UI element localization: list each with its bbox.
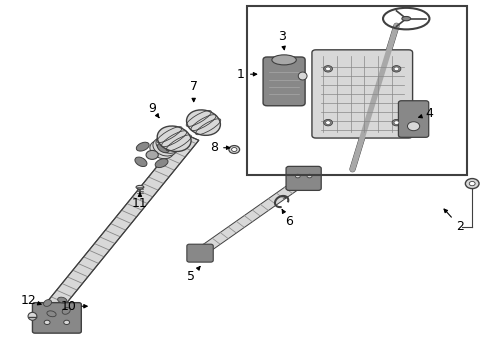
Ellipse shape [157, 126, 191, 152]
FancyBboxPatch shape [187, 244, 213, 262]
FancyBboxPatch shape [286, 166, 321, 190]
Ellipse shape [159, 132, 183, 150]
Ellipse shape [44, 300, 51, 306]
FancyBboxPatch shape [32, 303, 81, 333]
Ellipse shape [156, 135, 180, 153]
Ellipse shape [150, 140, 174, 159]
Ellipse shape [62, 307, 70, 314]
Ellipse shape [466, 179, 479, 189]
FancyBboxPatch shape [263, 57, 305, 106]
Ellipse shape [298, 72, 307, 80]
Text: 11: 11 [132, 193, 148, 210]
FancyBboxPatch shape [312, 50, 413, 138]
Text: 6: 6 [282, 210, 293, 228]
Bar [247, 6, 467, 175]
Ellipse shape [402, 17, 411, 21]
Ellipse shape [394, 67, 399, 71]
FancyBboxPatch shape [398, 101, 429, 137]
Ellipse shape [47, 311, 56, 317]
Ellipse shape [229, 145, 240, 153]
Ellipse shape [153, 138, 177, 156]
Ellipse shape [392, 66, 401, 72]
Ellipse shape [324, 66, 332, 72]
Ellipse shape [28, 312, 37, 320]
Ellipse shape [58, 297, 67, 303]
Text: 12: 12 [21, 294, 41, 307]
Text: 8: 8 [210, 141, 230, 154]
Polygon shape [192, 173, 313, 258]
Text: 5: 5 [187, 266, 200, 283]
Ellipse shape [392, 120, 401, 126]
Ellipse shape [394, 121, 399, 125]
Ellipse shape [187, 110, 220, 135]
Ellipse shape [64, 320, 70, 324]
Text: 1: 1 [237, 68, 257, 81]
Text: 10: 10 [61, 300, 87, 313]
Ellipse shape [146, 150, 158, 159]
Ellipse shape [157, 143, 170, 153]
Ellipse shape [232, 148, 237, 152]
Text: 4: 4 [418, 107, 434, 120]
Ellipse shape [469, 181, 475, 186]
Ellipse shape [136, 185, 144, 189]
Text: 3: 3 [278, 30, 286, 50]
Text: 2: 2 [444, 209, 464, 233]
Ellipse shape [408, 122, 419, 131]
Polygon shape [32, 134, 199, 327]
Text: 7: 7 [190, 80, 197, 102]
Ellipse shape [155, 159, 168, 167]
Ellipse shape [324, 120, 332, 126]
Ellipse shape [326, 121, 331, 125]
Ellipse shape [162, 130, 186, 148]
Ellipse shape [295, 174, 300, 178]
Ellipse shape [136, 142, 149, 151]
Ellipse shape [272, 55, 296, 65]
Text: 9: 9 [148, 102, 159, 118]
Ellipse shape [307, 174, 312, 178]
Ellipse shape [135, 157, 147, 167]
Ellipse shape [44, 320, 50, 324]
Ellipse shape [326, 67, 331, 71]
